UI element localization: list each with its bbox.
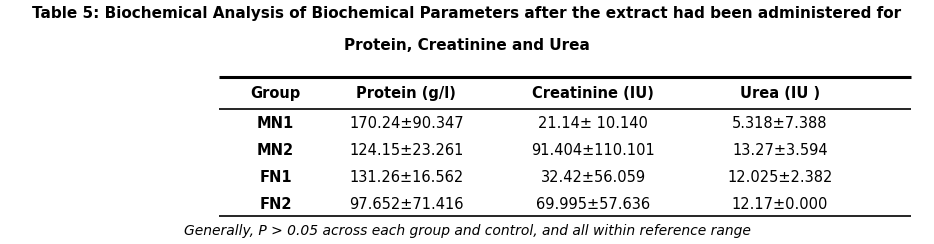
Text: 12.17±0.000: 12.17±0.000 bbox=[731, 197, 828, 212]
Text: Protein, Creatinine and Urea: Protein, Creatinine and Urea bbox=[344, 38, 590, 53]
Text: Generally, P > 0.05 across each group and control, and all within reference rang: Generally, P > 0.05 across each group an… bbox=[184, 224, 750, 238]
Text: 124.15±23.261: 124.15±23.261 bbox=[349, 143, 463, 158]
Text: Creatinine (IU): Creatinine (IU) bbox=[532, 86, 654, 101]
Text: 97.652±71.416: 97.652±71.416 bbox=[349, 197, 463, 212]
Text: Group: Group bbox=[250, 86, 301, 101]
Text: FN2: FN2 bbox=[260, 197, 291, 212]
Text: MN1: MN1 bbox=[257, 116, 294, 131]
Text: 91.404±110.101: 91.404±110.101 bbox=[531, 143, 655, 158]
Text: 69.995±57.636: 69.995±57.636 bbox=[536, 197, 650, 212]
Text: 13.27±3.594: 13.27±3.594 bbox=[732, 143, 828, 158]
Text: 21.14± 10.140: 21.14± 10.140 bbox=[538, 116, 648, 131]
Text: 170.24±90.347: 170.24±90.347 bbox=[349, 116, 463, 131]
Text: Protein (g/l): Protein (g/l) bbox=[357, 86, 456, 101]
Text: 5.318±7.388: 5.318±7.388 bbox=[732, 116, 828, 131]
Text: Table 5: Biochemical Analysis of Biochemical Parameters after the extract had be: Table 5: Biochemical Analysis of Biochem… bbox=[33, 6, 901, 21]
Text: 12.025±2.382: 12.025±2.382 bbox=[728, 170, 832, 185]
Text: 131.26±16.562: 131.26±16.562 bbox=[349, 170, 463, 185]
Text: Urea (IU ): Urea (IU ) bbox=[740, 86, 820, 101]
Text: MN2: MN2 bbox=[257, 143, 294, 158]
Text: FN1: FN1 bbox=[260, 170, 291, 185]
Text: 32.42±56.059: 32.42±56.059 bbox=[541, 170, 645, 185]
